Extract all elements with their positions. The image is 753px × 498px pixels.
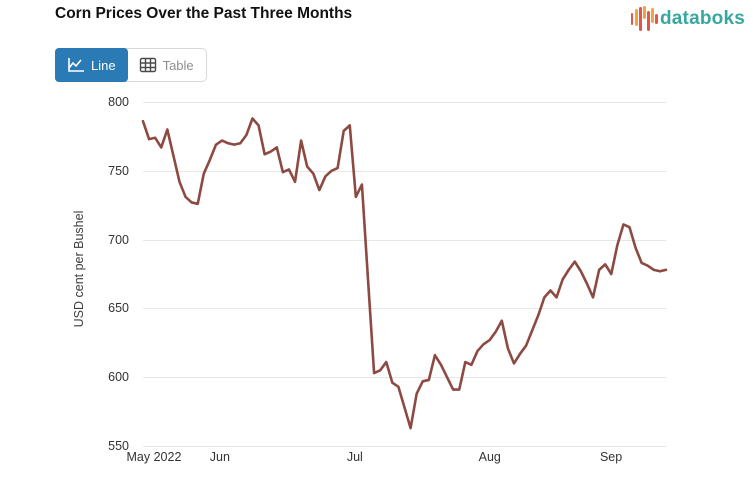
- x-tick-sep: Sep: [599, 450, 623, 464]
- x-tick-jun: Jun: [209, 450, 230, 464]
- y-tick-800: 800: [108, 95, 129, 109]
- line-chart-plot-area: [141, 102, 668, 447]
- y-tick-700: 700: [108, 232, 129, 247]
- databoks-logo: databoks: [630, 6, 745, 32]
- y-tick-650: 650: [108, 301, 129, 316]
- table-view-label: Table: [162, 57, 194, 73]
- databoks-logo-text: databoks: [659, 8, 745, 29]
- gridline-700: [143, 239, 666, 241]
- gridline-750: [143, 170, 666, 172]
- y-tick-750: 750: [108, 163, 129, 178]
- y-tick-600: 600: [108, 370, 129, 385]
- view-toggle: Line Table: [55, 48, 207, 82]
- corn-price-polyline: [141, 117, 668, 430]
- gridline-550: [143, 446, 666, 447]
- x-axis-tick-labels: May 2022 Jun Jul Aug Sep: [127, 450, 666, 470]
- table-view-button[interactable]: Table: [127, 49, 206, 81]
- y-axis-title: USD cent per Bushel: [72, 210, 86, 328]
- page-title: Corn Prices Over the Past Three Months: [55, 5, 353, 22]
- price-line-series: [141, 117, 668, 430]
- x-tick-jul: Jul: [346, 450, 363, 464]
- gridline-650: [143, 308, 666, 310]
- line-chart-icon: [67, 57, 85, 73]
- line-view-label: Line: [91, 57, 116, 73]
- gridline-600: [143, 377, 666, 379]
- y-axis-tick-labels: 800 750 700 650 600 550: [90, 95, 135, 453]
- line-view-button[interactable]: Line: [55, 48, 128, 82]
- gridline-800: [143, 102, 666, 103]
- table-grid-icon: [139, 57, 157, 73]
- x-tick-aug: Aug: [478, 450, 501, 464]
- x-tick-may-2022: May 2022: [126, 450, 182, 464]
- databoks-logo-icon: [630, 6, 658, 32]
- y-tick-550: 550: [108, 439, 129, 453]
